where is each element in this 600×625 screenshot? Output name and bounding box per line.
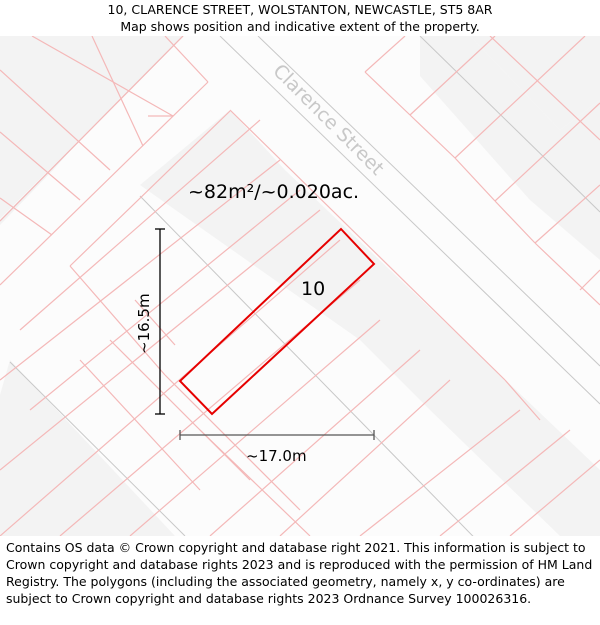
property-number-label: 10 — [301, 278, 325, 300]
height-dimension — [155, 228, 165, 415]
property-map[interactable]: Clarence Street ~82m²/~0.020ac. 10 ~16.5… — [0, 36, 600, 536]
width-dimension — [179, 430, 375, 440]
map-header: 10, CLARENCE STREET, WOLSTANTON, NEWCAST… — [0, 0, 600, 37]
property-outline[interactable] — [178, 227, 376, 416]
height-dimension-label: ~16.5m — [135, 293, 153, 354]
property-address: 10, CLARENCE STREET, WOLSTANTON, NEWCAST… — [107, 2, 493, 17]
map-subtitle: Map shows position and indicative extent… — [120, 19, 480, 34]
area-label: ~82m²/~0.020ac. — [188, 181, 359, 203]
map-canvas: Clarence Street ~82m²/~0.020ac. 10 ~16.5… — [0, 36, 600, 536]
building-shading — [0, 36, 600, 536]
copyright-notice: Contains OS data © Crown copyright and d… — [6, 540, 593, 606]
width-dimension-label: ~17.0m — [246, 447, 307, 465]
